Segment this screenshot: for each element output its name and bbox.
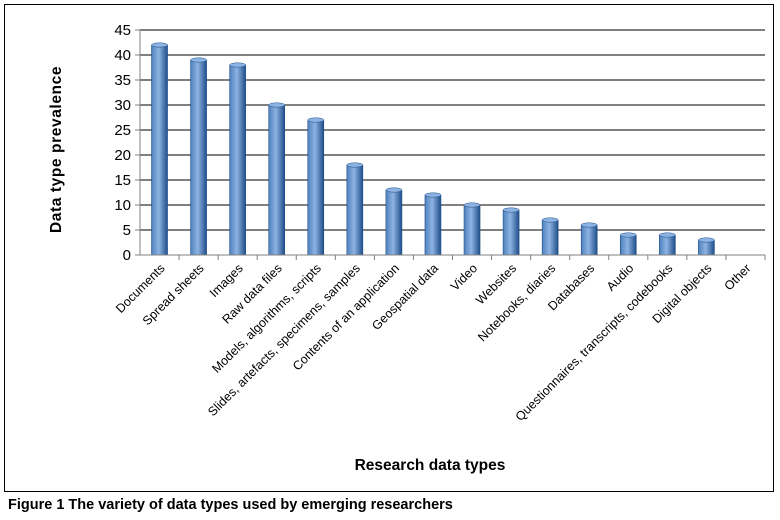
bar-cap xyxy=(307,117,325,123)
x-axis-title: Research data types xyxy=(355,457,506,474)
bar xyxy=(502,207,520,256)
y-tick-label: 10 xyxy=(114,197,131,214)
x-tick-label: Audio xyxy=(604,261,637,294)
bar xyxy=(268,102,286,256)
bar-body xyxy=(502,209,520,256)
y-tick-label: 20 xyxy=(114,147,131,164)
bar-cap xyxy=(346,162,364,168)
bar-body xyxy=(307,119,325,256)
bar-body xyxy=(580,224,598,256)
bar-cap xyxy=(424,192,442,198)
bar-body xyxy=(385,189,403,256)
bar-cap xyxy=(698,237,715,243)
bar-body xyxy=(229,64,246,256)
bar-cap xyxy=(229,62,246,68)
bar-body xyxy=(151,44,168,256)
bar-body xyxy=(268,104,286,256)
bar xyxy=(619,232,637,256)
x-tick-label: Video xyxy=(448,261,480,293)
bar-cap xyxy=(620,232,637,238)
y-tick-label: 25 xyxy=(114,122,131,139)
bar-cap xyxy=(268,102,285,108)
bar xyxy=(659,232,676,256)
figure-caption: Figure 1 The variety of data types used … xyxy=(8,497,453,513)
x-tick-label: Images xyxy=(207,261,246,300)
bar-cap xyxy=(580,222,598,228)
bar-body xyxy=(659,234,676,256)
bar-body xyxy=(463,204,481,256)
bar xyxy=(307,117,325,256)
bar-cap xyxy=(659,232,676,238)
bar-cap xyxy=(541,217,559,223)
y-tick-label: 5 xyxy=(123,222,131,239)
bar-cap xyxy=(151,42,168,48)
bar-body xyxy=(190,59,207,256)
y-tick-label: 45 xyxy=(114,22,131,39)
bar-body xyxy=(541,219,559,256)
bar-cap xyxy=(502,207,520,213)
bar xyxy=(385,187,403,256)
y-tick-label: 15 xyxy=(114,172,131,189)
bar xyxy=(463,202,481,256)
bar-cap xyxy=(190,57,207,63)
bar xyxy=(580,222,598,256)
bar xyxy=(698,237,715,256)
y-tick-label: 35 xyxy=(114,72,131,89)
bar-body xyxy=(346,164,364,256)
bar xyxy=(229,62,246,256)
y-tick-label: 40 xyxy=(114,47,131,64)
y-tick-labels: 0 5 10 15 20 25 30 35 40 45 xyxy=(114,22,131,264)
bars xyxy=(151,42,715,256)
chart-frame: 0 5 10 15 20 25 30 35 40 45 Documents Spread sheet… xyxy=(4,4,774,492)
bar xyxy=(151,42,168,256)
bar-body xyxy=(424,194,442,256)
bar xyxy=(346,162,364,256)
bar-body xyxy=(619,234,637,256)
y-tick-label: 30 xyxy=(114,97,131,114)
y-axis-title: Data type prevalence xyxy=(48,66,65,233)
bar xyxy=(190,57,207,256)
bar-cap xyxy=(385,187,403,193)
y-tick-label: 0 xyxy=(123,247,131,264)
bar xyxy=(424,192,442,256)
bar-cap xyxy=(463,202,481,208)
x-tick-label: Other xyxy=(722,261,754,293)
bar xyxy=(541,217,559,256)
